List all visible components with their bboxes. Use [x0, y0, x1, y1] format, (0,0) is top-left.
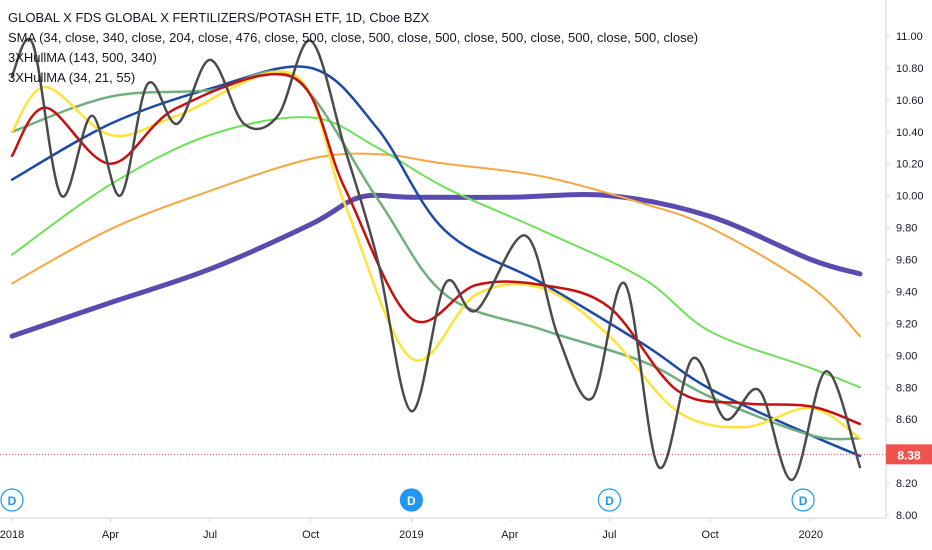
y-tick-label-12: 8.60 [896, 414, 917, 426]
dividend-label-2: D [605, 494, 614, 508]
dividend-marker-3 [791, 488, 815, 512]
last-price-label: 8.38 [897, 448, 921, 462]
y-tick-label-10: 9.00 [896, 350, 917, 362]
y-tick-label-6: 9.80 [896, 223, 917, 235]
y-tick-label-4: 10.20 [896, 159, 924, 171]
dividend-marker-1 [399, 488, 423, 512]
legend-entry-hullma-long[interactable]: 3XHullMA (143, 500, 340) [8, 50, 157, 65]
y-tick-label-11: 8.80 [896, 382, 917, 394]
y-tick-label-1: 10.80 [896, 63, 924, 75]
dividend-marker-0 [0, 488, 24, 512]
x-tick-label-1: Apr [102, 529, 119, 541]
x-tick-label-4: 2019 [399, 529, 423, 541]
series-line-5 [10, 70, 862, 440]
y-tick-label-9: 9.20 [896, 318, 917, 330]
dividend-label-0: D [8, 494, 17, 508]
y-tick-label-15: 8.00 [896, 510, 917, 522]
x-tick-label-7: Oct [702, 529, 719, 541]
legend-entry-hullma-short[interactable]: 3XHullMA (34, 21, 55) [8, 70, 136, 85]
series-line-6 [10, 72, 862, 426]
x-tick-label-5: Apr [501, 529, 518, 541]
dividend-label-1: D [407, 494, 416, 508]
series-line-2 [11, 116, 861, 389]
y-tick-label-3: 10.40 [896, 127, 924, 139]
series-line-0 [9, 192, 863, 339]
x-tick-label-6: Jul [602, 529, 616, 541]
dividend-label-3: D [799, 494, 808, 508]
series-line-1 [11, 152, 861, 338]
y-tick-label-2: 10.60 [896, 95, 924, 107]
legend-entry-sma[interactable]: SMA (34, close, 340, close, 204, close, … [8, 30, 699, 45]
x-tick-label-2: Jul [203, 529, 217, 541]
series-line-3 [10, 65, 862, 458]
y-tick-label-0: 11.00 [896, 31, 923, 43]
x-tick-label-0: 2018 [0, 529, 24, 541]
x-tick-label-3: Oct [302, 529, 319, 541]
y-tick-label-5: 10.00 [896, 191, 924, 203]
y-tick-label-8: 9.40 [896, 286, 917, 298]
last-price-badge [886, 444, 932, 465]
y-tick-label-14: 8.20 [896, 478, 917, 490]
series-line-7 [10, 38, 862, 482]
chart-title: GLOBAL X FDS GLOBAL X FERTILIZERS/POTASH… [8, 10, 430, 25]
series-line-4 [10, 70, 862, 441]
x-tick-label-8: 2020 [799, 529, 823, 541]
legend: GLOBAL X FDS GLOBAL X FERTILIZERS/POTASH… [8, 8, 698, 88]
y-tick-label-7: 9.60 [896, 255, 917, 267]
dividend-marker-2 [597, 488, 622, 512]
